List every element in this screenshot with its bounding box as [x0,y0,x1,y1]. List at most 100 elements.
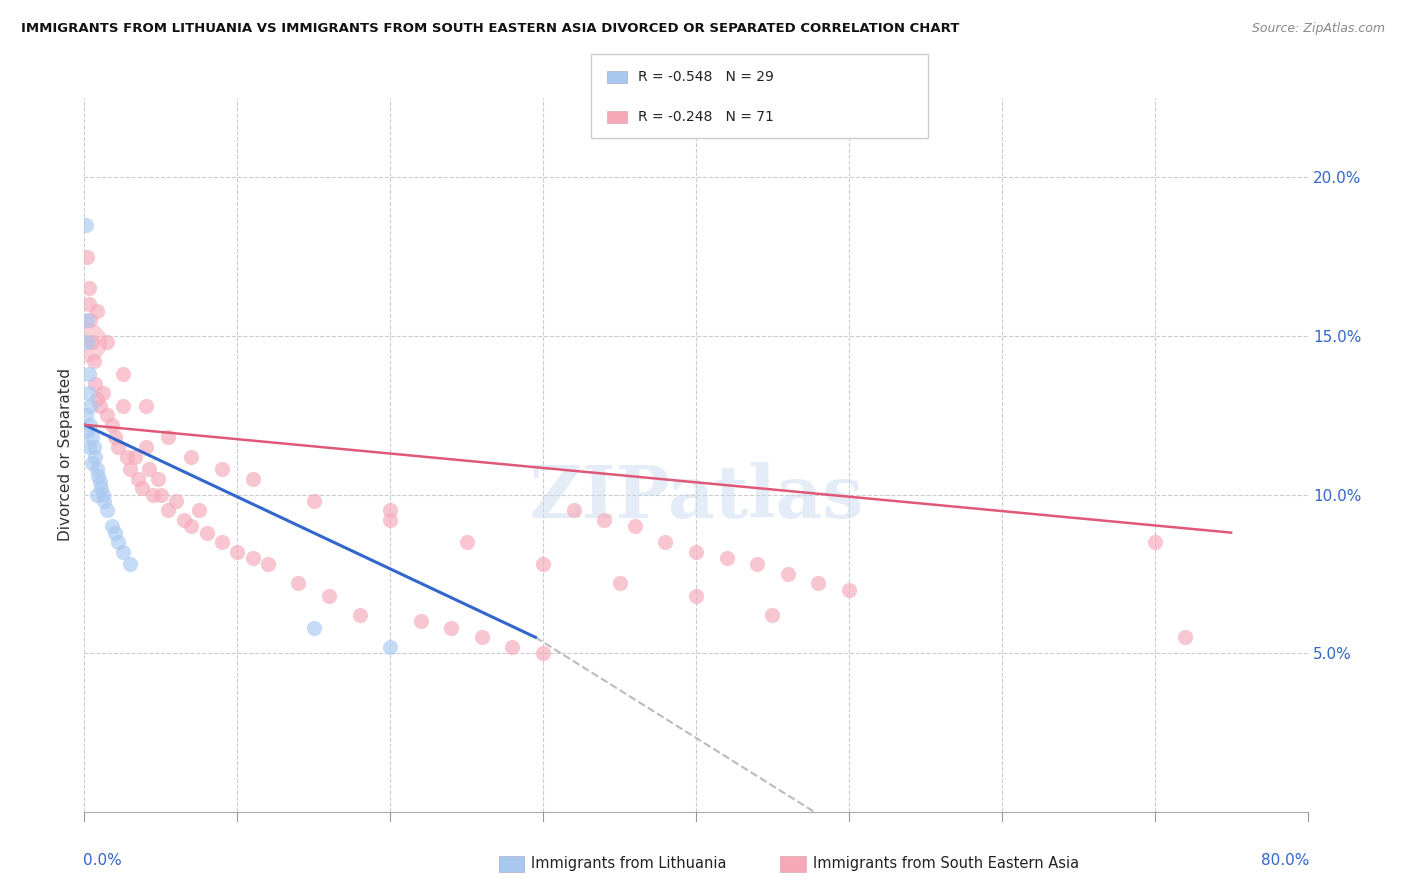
Point [135,440,157,454]
Point [111,544,134,558]
Point [456,535,478,549]
Point [80,430,103,444]
Point [77,297,100,311]
Point [96,503,118,517]
Point [685,544,707,558]
Point [226,544,249,558]
Point [111,399,134,413]
Point [685,589,707,603]
Point [107,440,129,454]
Text: 0.0%: 0.0% [83,853,121,868]
Y-axis label: Divorced or Separated: Divorced or Separated [58,368,73,541]
Point [76,335,98,350]
Point [593,513,616,527]
Text: R = -0.248   N = 71: R = -0.248 N = 71 [638,110,775,124]
Point [104,525,127,540]
Point [86,392,108,407]
Point [440,621,463,635]
Point [157,430,180,444]
Point [111,367,134,381]
Point [502,640,524,654]
Point [120,462,142,476]
Text: R = -0.548   N = 29: R = -0.548 N = 29 [638,70,775,84]
Point [380,640,402,654]
Text: IMMIGRANTS FROM LITHUANIA VS IMMIGRANTS FROM SOUTH EASTERN ASIA DIVORCED OR SEPA: IMMIGRANTS FROM LITHUANIA VS IMMIGRANTS … [21,22,959,36]
Point [83,440,105,454]
Point [318,589,340,603]
Point [471,630,494,644]
Point [142,487,165,501]
Point [101,417,124,432]
Point [531,646,554,660]
Point [165,494,187,508]
Point [562,503,585,517]
Point [75,409,97,423]
Point [409,615,432,629]
Point [135,399,157,413]
Point [180,519,202,533]
Point [76,424,98,438]
Point [76,335,98,350]
Point [531,558,554,572]
Point [96,335,118,350]
Point [101,519,124,533]
Text: 80.0%: 80.0% [1261,853,1309,868]
Text: Immigrants from Lithuania: Immigrants from Lithuania [531,856,727,871]
Point [107,535,129,549]
Point [242,472,264,486]
Point [146,472,169,486]
Point [79,313,101,327]
Point [96,409,118,423]
Point [91,386,114,401]
Text: Source: ZipAtlas.com: Source: ZipAtlas.com [1251,22,1385,36]
Point [86,462,108,476]
Point [302,621,325,635]
Point [104,430,127,444]
Point [77,440,100,454]
Point [80,456,103,470]
Point [380,503,402,517]
Point [79,399,101,413]
Point [173,513,195,527]
Point [838,582,860,597]
Point [77,281,100,295]
Point [90,481,112,495]
Point [83,354,105,368]
Point [89,475,111,489]
Point [127,472,149,486]
Point [77,386,100,401]
Point [76,313,98,327]
Point [124,450,146,464]
Point [1174,630,1197,644]
Point [115,450,138,464]
Point [89,399,111,413]
Point [287,576,309,591]
Point [75,218,97,232]
Point [86,487,108,501]
Point [211,535,233,549]
Point [302,494,325,508]
Point [761,608,783,623]
Point [76,250,98,264]
Point [349,608,371,623]
Point [84,450,107,464]
Point [77,367,100,381]
Point [131,481,153,495]
Text: ZIPatlas: ZIPatlas [529,462,863,533]
Point [257,558,280,572]
Point [149,487,172,501]
Point [120,558,142,572]
Point [609,576,631,591]
Point [84,376,107,391]
Point [776,566,799,581]
Point [624,519,647,533]
Point [242,551,264,566]
Point [91,487,114,501]
Point [86,303,108,318]
Point [716,551,738,566]
Point [87,468,110,483]
Point [747,558,769,572]
Point [157,503,180,517]
Point [1143,535,1166,549]
Point [180,450,202,464]
